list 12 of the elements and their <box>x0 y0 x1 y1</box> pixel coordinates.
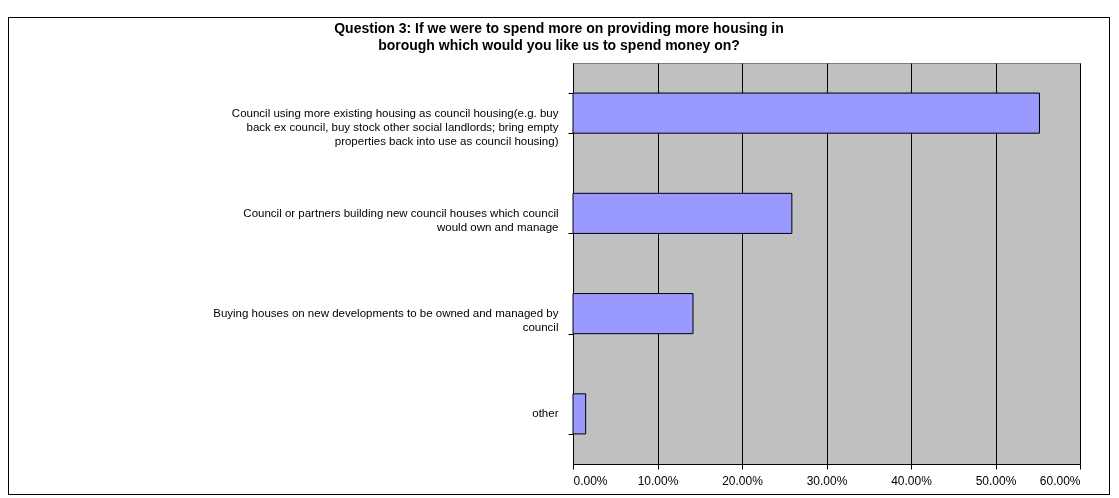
x-tick-label: 10.00% <box>637 473 679 488</box>
x-tick-label: 60.00% <box>1039 473 1081 488</box>
y-tick-label: Buying houses on new developments to be owned and managed by council <box>213 307 559 334</box>
x-tick-label: 0.00% <box>573 473 608 488</box>
x-tick-label: 50.00% <box>975 473 1017 488</box>
y-tick-label: Council or partners building new council houses which council would own and manage <box>243 206 559 233</box>
x-tick-label: 40.00% <box>891 473 933 488</box>
y-tick-label: other <box>532 407 559 420</box>
x-tick-label: 20.00% <box>722 473 764 488</box>
chart-title: Question 3: If we were to spend more on providing more housing in borough which would you like us to spend money on? <box>333 20 785 54</box>
x-tick-label: 30.00% <box>806 473 848 488</box>
y-tick-label: Council using more existing housing as council housing(e.g. buy back ex council, buy stock other social landlords; bring empty properties back into use as council housing) <box>231 106 559 147</box>
